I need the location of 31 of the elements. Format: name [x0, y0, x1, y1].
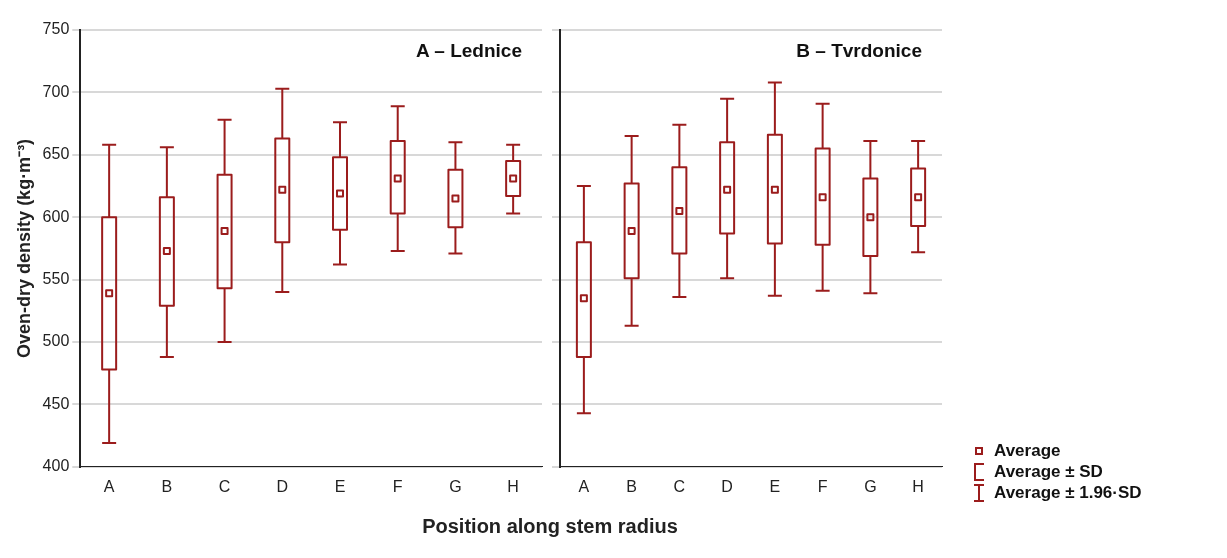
- x-tick-label: G: [864, 477, 877, 495]
- x-tick-label: H: [912, 477, 924, 495]
- x-tick-label: B: [161, 477, 173, 495]
- text: A – Lednice: [416, 39, 522, 61]
- text: Average ± SD: [994, 461, 1103, 482]
- text: Average: [994, 440, 1061, 461]
- y-tick-label: 500: [42, 332, 70, 350]
- x-tick-label: C: [218, 477, 231, 495]
- text: Average ± 1.96·SD: [994, 482, 1142, 503]
- y-axis-title: Oven-dry density (kg·m⁻³): [13, 138, 34, 358]
- x-tick-label: A: [103, 477, 115, 495]
- x-axis-title: Position along stem radius: [421, 515, 679, 538]
- text: B – Tvrdonice: [796, 39, 922, 61]
- x-tick-label: B: [626, 477, 637, 495]
- y-tick-label: 400: [42, 457, 70, 475]
- x-tick-label: H: [507, 477, 519, 495]
- y-tick-label: 650: [42, 145, 70, 163]
- x-tick-label: E: [769, 477, 781, 495]
- x-tick-label: C: [673, 477, 686, 495]
- y-tick-label: 600: [42, 207, 70, 225]
- y-tick-label: 550: [42, 270, 70, 288]
- x-tick-label: G: [449, 477, 462, 495]
- y-tick-label: 450: [42, 394, 70, 412]
- x-tick-label: F: [817, 477, 828, 495]
- x-tick-label: E: [334, 477, 346, 495]
- y-tick-label: 750: [42, 20, 70, 38]
- x-tick-label: A: [578, 477, 590, 495]
- x-tick-label: F: [392, 477, 403, 495]
- x-tick-label: D: [276, 477, 289, 495]
- y-tick-label: 700: [42, 82, 70, 100]
- x-tick-label: D: [721, 477, 733, 495]
